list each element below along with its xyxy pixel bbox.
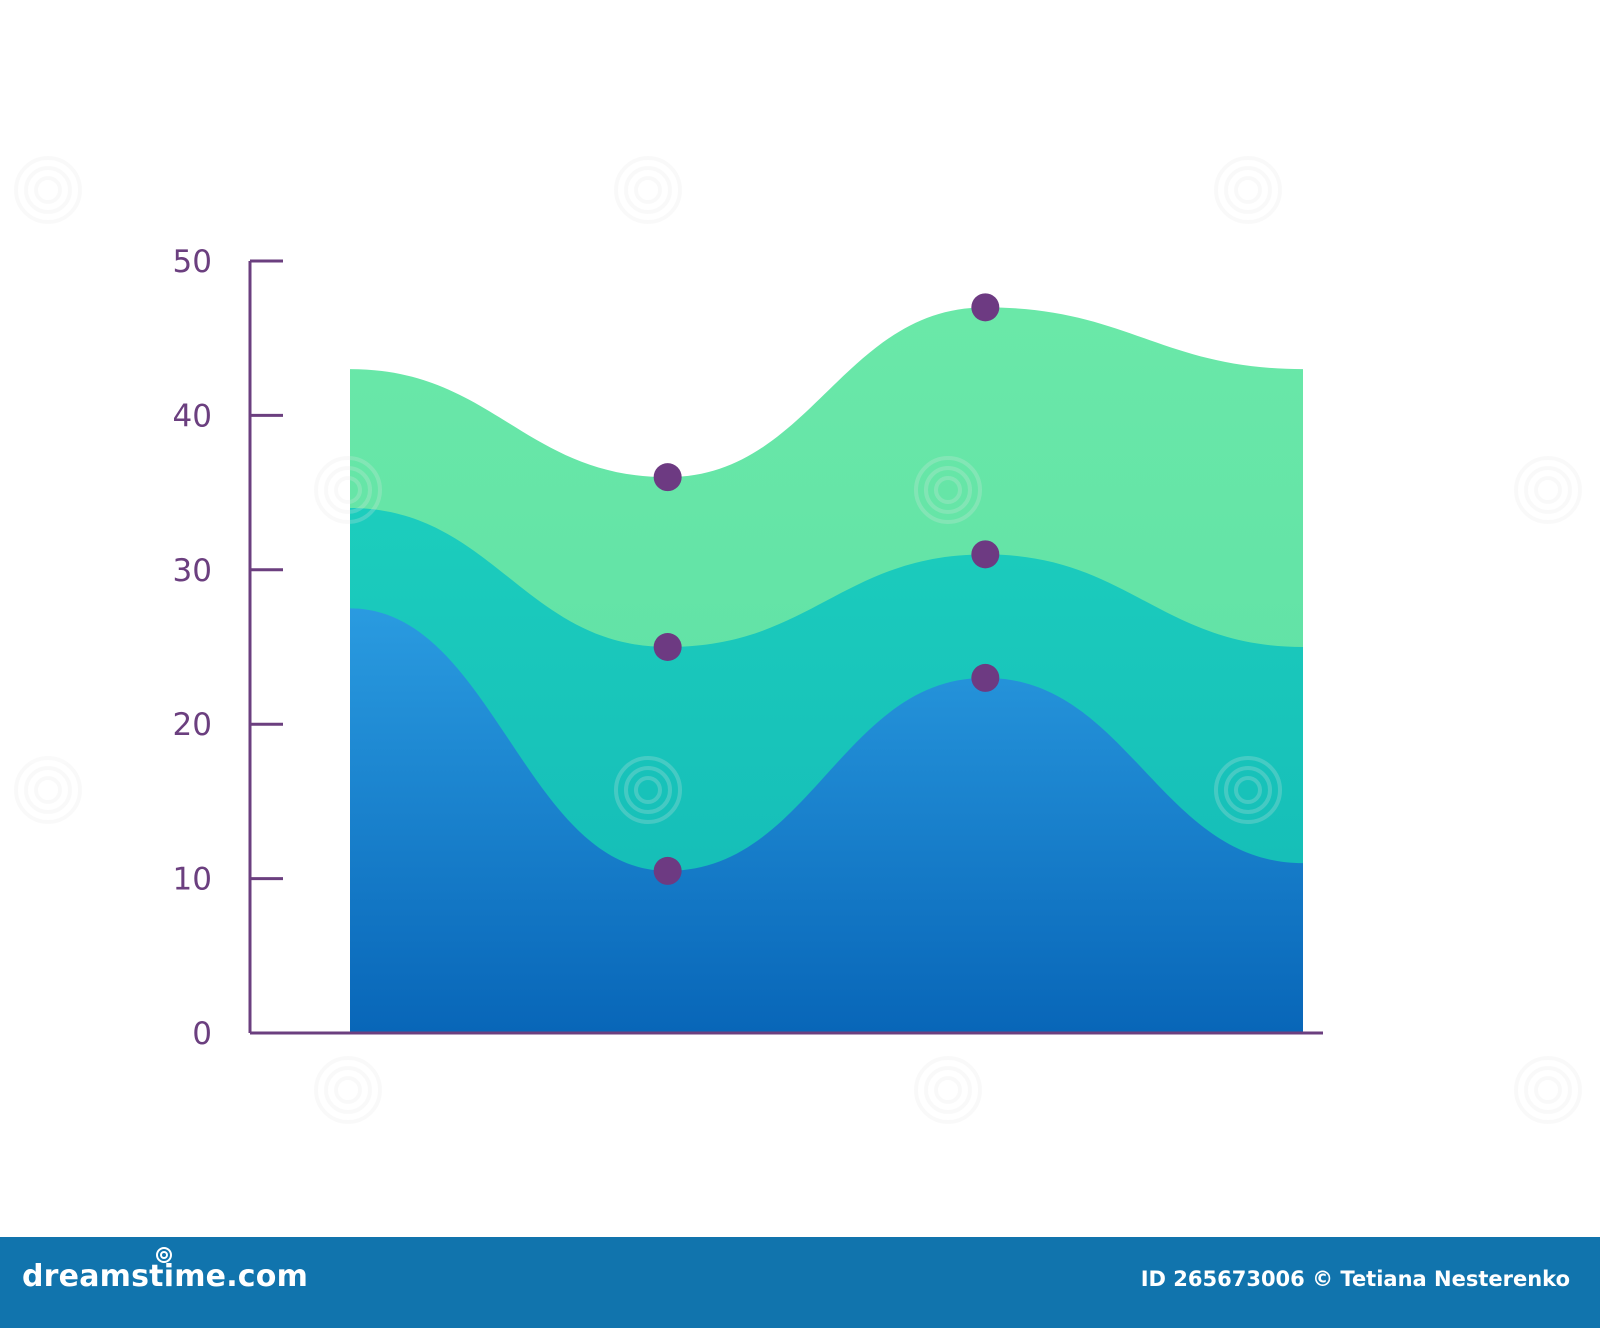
watermark-swirl-icon (1214, 756, 1282, 824)
watermark-swirl-icon (14, 156, 82, 224)
watermark-swirl-icon (914, 1056, 982, 1124)
brand-logo-text: dreamstime.com (22, 1247, 309, 1294)
chart-area: 0 10 20 30 40 50 (14, 156, 1582, 1124)
data-point-s2-x1 (653, 633, 682, 661)
stacked-area-chart: 0 10 20 30 40 50 (14, 156, 1582, 1124)
watermark-swirl-icon (914, 456, 982, 524)
swirl-icon (156, 1247, 172, 1263)
data-point-s3-x2 (971, 293, 1000, 322)
watermark-swirl-icon (1514, 456, 1582, 524)
y-tick-label-10: 10 (173, 862, 212, 898)
image-credit: ID 265673006 © Tetiana Nesterenko (1140, 1267, 1570, 1291)
y-tick-label-40: 40 (173, 398, 212, 434)
watermark-swirl-icon (614, 756, 682, 824)
data-point-s1-x1 (653, 856, 682, 885)
y-tick-label-0: 0 (192, 1016, 212, 1052)
y-tick-label-30: 30 (173, 553, 212, 589)
brand-text: dreamstime.com (22, 1259, 309, 1294)
y-tick-label-50: 50 (173, 244, 212, 280)
watermark-swirl-icon (314, 1056, 382, 1124)
y-tick-label-20: 20 (173, 707, 212, 743)
watermark-swirl-icon (314, 456, 382, 524)
data-point-s2-x2 (971, 540, 1000, 569)
series-areas (350, 307, 1303, 1033)
data-point-s3-x1 (653, 463, 682, 492)
axes: 0 10 20 30 40 50 (173, 244, 1323, 1052)
series-area-1 (350, 608, 1303, 1033)
footer-bar: dreamstime.com ID 265673006 © Tetiana Ne… (0, 1237, 1600, 1328)
watermark-swirl-icon (614, 156, 682, 224)
watermark-swirl-icon (14, 756, 82, 824)
watermark-layer (14, 156, 1582, 1124)
data-markers (653, 293, 1000, 885)
watermark-swirl-icon (1514, 1056, 1582, 1124)
data-point-s1-x2 (971, 663, 1000, 692)
watermark-swirl-icon (1214, 156, 1282, 224)
